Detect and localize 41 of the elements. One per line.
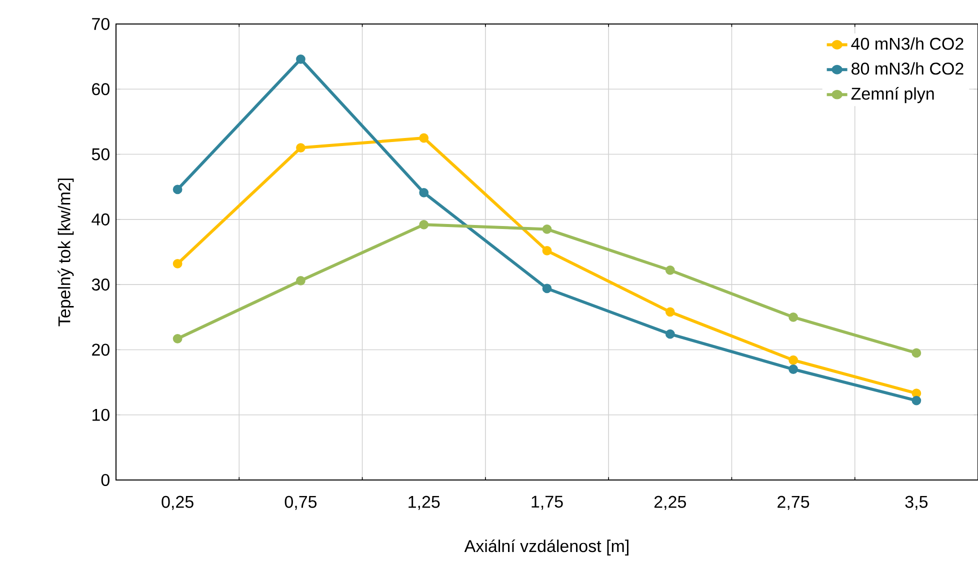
point [172,334,182,344]
point [665,307,675,317]
y-tick-label: 50 [92,148,110,160]
point [912,348,922,358]
y-axis-title: Tepelný tok [kw/m2] [58,178,74,326]
x-tick-label: 0,25 [162,496,194,510]
x-tick-label: 0,75 [284,496,317,510]
y-tick-label: 10 [92,408,110,421]
point [296,276,306,286]
x-tick-label: 2,75 [778,496,810,510]
point [542,224,552,234]
x-tick-label: 1,75 [532,496,563,510]
y-tick-label: 20 [92,344,110,356]
point [912,388,922,398]
point [788,364,798,374]
y-tick-label: 40 [92,213,110,226]
point [172,184,182,194]
point [665,266,675,275]
point [665,329,675,339]
point [419,133,429,143]
point [172,259,182,268]
x-tick-label: 2,25 [654,496,686,510]
point [542,284,552,294]
y-tick-label: 70 [92,18,110,30]
y-tick-label: 30 [92,278,110,291]
point [788,312,798,322]
point [542,246,552,256]
x-tick-label: 3,5 [905,496,928,510]
point [296,143,306,152]
point [788,355,798,365]
x-tick-label: 1,25 [408,496,440,510]
point [912,396,922,406]
point [296,54,306,64]
legend-label: 40 mN3/h CO2 [851,37,964,50]
point [419,188,429,198]
y-tick-label: 0 [101,474,110,486]
point [419,220,429,230]
legend-label: 80 mN3/h CO2 [852,62,964,75]
legend-label: Zemní plyn [851,87,934,104]
x-axis-title: Axiální vzdálenost [m] [464,539,628,556]
y-tick-label: 60 [92,83,110,96]
